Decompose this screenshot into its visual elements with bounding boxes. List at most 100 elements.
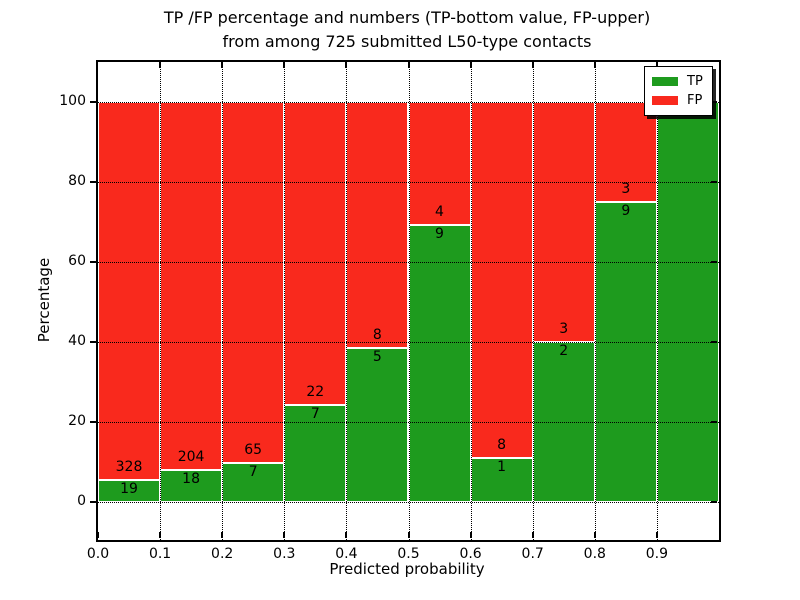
x-tick-mark-top — [655, 62, 658, 68]
bar-count-tp: 5 — [372, 349, 382, 366]
x-tick-label: 0.3 — [273, 546, 296, 562]
gridline-vertical — [222, 62, 224, 540]
legend-item: TP — [652, 72, 703, 91]
bar-segment-fp — [222, 102, 285, 464]
x-tick-label: 0.5 — [397, 546, 420, 562]
x-tick-label: 0.2 — [211, 546, 234, 562]
bar-count-tp: 18 — [182, 470, 200, 487]
x-tick-mark-top — [407, 62, 410, 68]
bar-count-tp: 7 — [310, 406, 320, 423]
y-tick-mark-right — [711, 181, 717, 183]
bar-count-fp: 8 — [372, 327, 382, 344]
x-tick-label: 0.6 — [459, 546, 482, 562]
y-tick-mark — [90, 261, 96, 263]
bar-segment-fp — [594, 102, 657, 202]
gridline-vertical — [594, 62, 596, 540]
bar-segment-tp — [470, 457, 533, 502]
bar-count-fp: 328 — [115, 459, 143, 476]
x-tick-mark-top — [531, 62, 534, 68]
gridline-vertical — [408, 62, 410, 540]
x-axis-label: Predicted probability — [329, 560, 485, 578]
tp-legend-swatch — [652, 77, 678, 86]
chart-title-line1: TP /FP percentage and numbers (TP-bottom… — [163, 8, 651, 27]
x-tick-mark — [593, 532, 596, 538]
bar-segment-tp — [656, 102, 719, 502]
x-tick-mark-top — [345, 62, 348, 68]
x-tick-mark — [531, 532, 534, 538]
bar-segment-tp — [98, 480, 161, 502]
y-tick-label: 80 — [68, 173, 86, 189]
chart-title-line2: from among 725 submitted L50-type contac… — [222, 32, 592, 51]
y-tick-label: 40 — [68, 333, 86, 349]
y-tick-mark — [90, 501, 96, 503]
x-tick-mark-top — [159, 62, 162, 68]
x-tick-mark — [469, 532, 472, 538]
bar-count-fp: 22 — [306, 384, 325, 401]
y-tick-mark-right — [711, 421, 717, 423]
plot-area — [96, 60, 721, 542]
bar-segment-tp — [284, 405, 347, 502]
x-tick-mark — [283, 532, 286, 538]
x-tick-mark-top — [593, 62, 596, 68]
fp-legend-swatch — [652, 96, 678, 105]
gridline-vertical — [656, 62, 658, 540]
bar-count-fp: 3 — [621, 181, 631, 197]
bar-count-tp: 2 — [559, 343, 569, 359]
bar-count-tp: 19 — [120, 481, 138, 498]
bar-count-fp: 4 — [435, 204, 444, 221]
y-tick-mark — [90, 421, 96, 423]
bar-count-tp: 7 — [248, 464, 258, 481]
bar-segment-fp — [532, 102, 595, 342]
x-tick-mark-top — [221, 62, 224, 68]
y-tick-mark — [90, 341, 96, 343]
x-tick-label: 0.9 — [645, 546, 669, 562]
legend-item: FP — [652, 91, 703, 110]
bar-segment-fp — [284, 102, 347, 406]
x-tick-mark — [345, 532, 348, 538]
legend: TP FP — [644, 66, 713, 116]
y-tick-label: 100 — [59, 93, 86, 109]
y-tick-mark-right — [711, 341, 717, 343]
y-tick-mark-right — [711, 101, 717, 103]
bar-segment-tp — [408, 225, 471, 502]
bar-count-tp: 9 — [621, 203, 631, 219]
bar-count-tp: 1 — [497, 458, 507, 475]
bar-segment-tp — [346, 348, 409, 502]
bar-segment-tp — [594, 202, 657, 502]
x-tick-label: 0.1 — [148, 546, 172, 562]
bar-segment-fp — [408, 102, 471, 226]
legend-item-label: FP — [687, 93, 703, 108]
y-tick-mark — [90, 101, 96, 103]
bar-segment-fp — [346, 102, 409, 349]
bar-count-fp: 204 — [177, 448, 205, 465]
x-tick-mark — [221, 532, 224, 538]
bar-count-fp: 8 — [497, 436, 507, 453]
y-tick-mark-right — [711, 261, 717, 263]
x-tick-label: 0.4 — [335, 546, 358, 562]
x-tick-mark-top — [469, 62, 472, 68]
gridline-vertical — [346, 62, 348, 540]
x-tick-label: 0.0 — [86, 546, 110, 562]
y-tick-label: 60 — [68, 253, 86, 269]
bar-count-tp: 9 — [435, 226, 444, 243]
x-tick-mark — [159, 532, 162, 538]
y-tick-label: 20 — [68, 413, 86, 429]
x-tick-mark — [655, 532, 658, 538]
bar-segment-fp — [98, 102, 161, 481]
bar-segment-tp — [160, 469, 223, 502]
bar-segment-fp — [470, 102, 533, 458]
legend-item-label: TP — [687, 74, 703, 89]
x-tick-label: 0.8 — [583, 546, 606, 562]
bar-count-fp: 3 — [559, 321, 569, 337]
gridline-vertical — [160, 62, 162, 540]
y-tick-mark — [90, 181, 96, 183]
x-tick-label: 0.7 — [521, 546, 544, 562]
y-axis-label: Percentage — [35, 257, 53, 343]
gridline-vertical — [284, 62, 286, 540]
x-tick-mark — [407, 532, 410, 538]
x-tick-mark — [97, 532, 99, 538]
gridline-vertical — [532, 62, 534, 540]
y-tick-label: 0 — [77, 493, 86, 509]
gridline-vertical — [470, 62, 472, 540]
